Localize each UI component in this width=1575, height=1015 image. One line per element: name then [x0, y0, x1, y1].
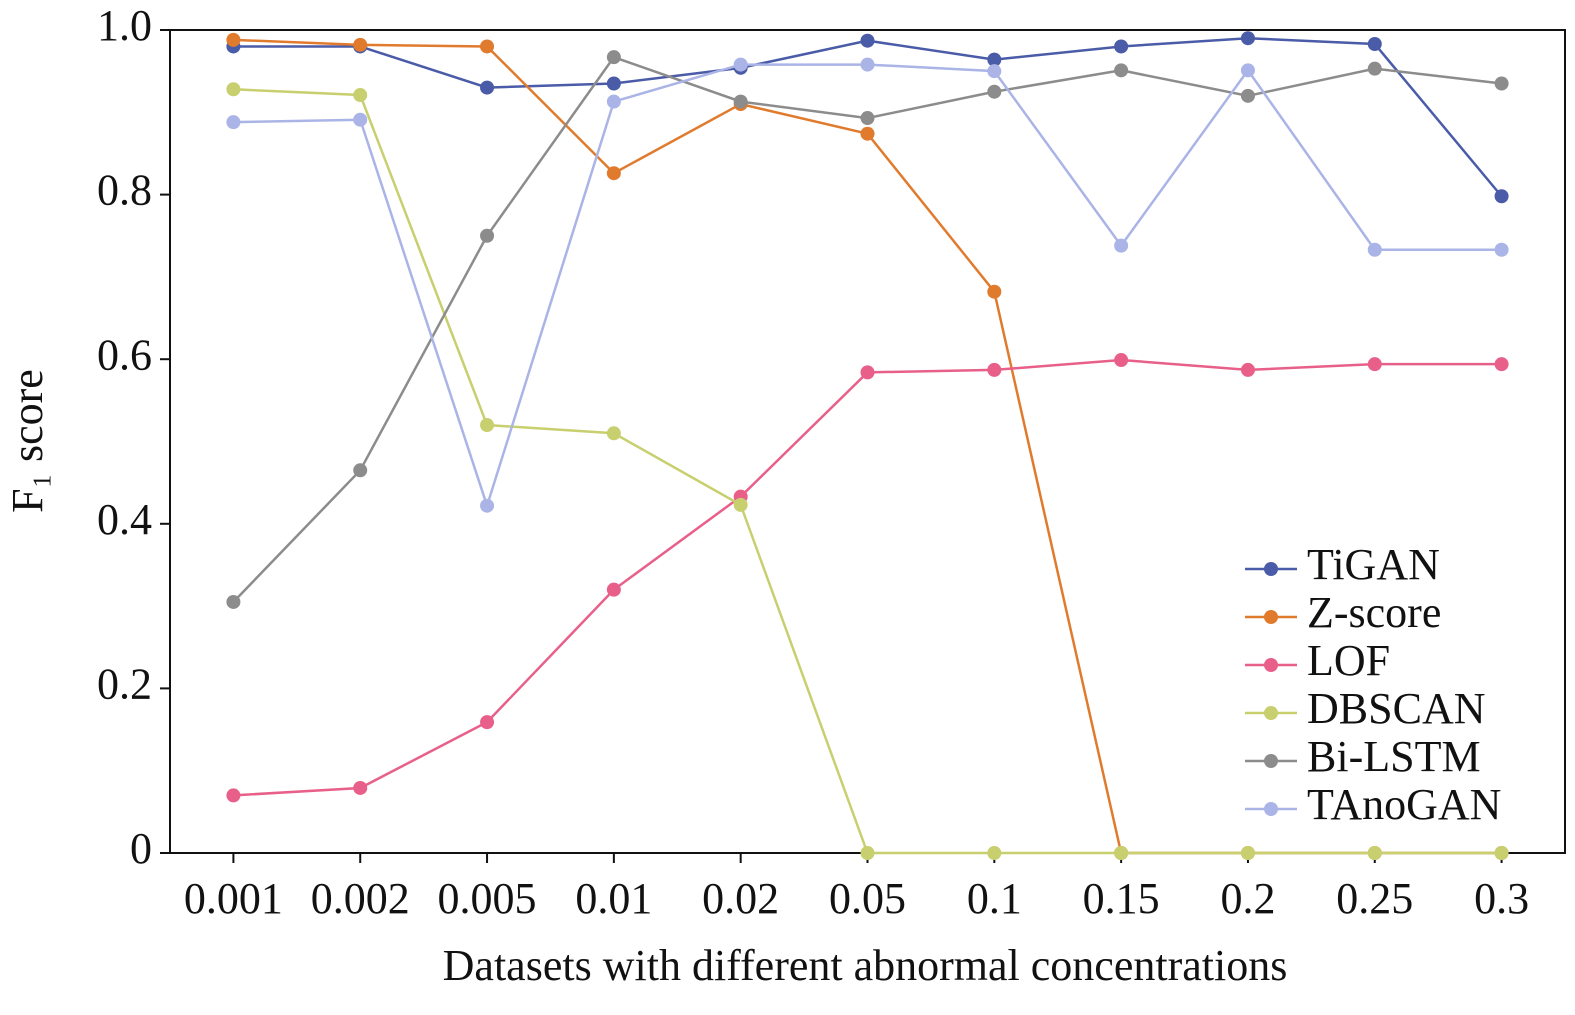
legend-label: DBSCAN	[1307, 684, 1486, 733]
x-tick-label: 0.1	[967, 874, 1022, 923]
series-marker	[1240, 362, 1255, 377]
series-marker	[1494, 846, 1509, 860]
y-tick-label: 0.8	[97, 166, 152, 215]
series-marker	[1114, 63, 1129, 78]
series-marker	[1367, 242, 1382, 257]
legend-marker	[1264, 754, 1278, 768]
y-tick-label: 0.6	[97, 330, 152, 379]
legend-marker	[1264, 706, 1278, 720]
series-marker	[353, 780, 368, 795]
series-marker	[860, 365, 875, 380]
series-marker	[226, 82, 241, 97]
legend-marker	[1264, 802, 1278, 816]
series-marker	[1240, 88, 1255, 103]
series-marker	[480, 228, 495, 243]
x-tick-label: 0.25	[1336, 874, 1413, 923]
series-marker	[1114, 846, 1129, 860]
series-marker	[480, 715, 495, 730]
series-marker	[860, 846, 875, 860]
legend-label: TAnoGAN	[1307, 780, 1501, 829]
series-marker	[1494, 189, 1509, 204]
series-marker	[480, 80, 495, 95]
x-tick-label: 0.2	[1220, 874, 1275, 923]
legend-marker	[1264, 658, 1278, 672]
series-marker	[733, 497, 748, 512]
series-marker	[606, 94, 621, 109]
series-marker	[987, 84, 1002, 99]
series-marker	[226, 115, 241, 130]
series-marker	[987, 64, 1002, 79]
series-marker	[353, 112, 368, 127]
x-tick-label: 0.001	[184, 874, 283, 923]
legend-marker	[1264, 562, 1278, 576]
series-marker	[987, 846, 1002, 860]
series-marker	[860, 57, 875, 72]
series-marker	[860, 33, 875, 48]
x-tick-label: 0.005	[438, 874, 537, 923]
y-tick-label: 0.2	[97, 659, 152, 708]
series-marker	[1494, 242, 1509, 257]
series-marker	[987, 52, 1002, 67]
series-marker	[353, 37, 368, 52]
y-tick-label: 1.0	[97, 1, 152, 50]
series-marker	[606, 166, 621, 181]
legend-label: Z-score	[1307, 588, 1441, 637]
series-marker	[1114, 238, 1129, 253]
series-marker	[226, 788, 241, 803]
series-marker	[1494, 76, 1509, 91]
series-marker	[1114, 353, 1129, 368]
series-marker	[226, 32, 241, 47]
series-marker	[860, 126, 875, 141]
series-marker	[1494, 357, 1509, 372]
x-tick-label: 0.3	[1474, 874, 1529, 923]
series-marker	[1240, 63, 1255, 78]
series-marker	[480, 39, 495, 54]
series-marker	[1367, 846, 1382, 860]
series-marker	[1367, 357, 1382, 372]
series-marker	[733, 57, 748, 72]
series-marker	[606, 426, 621, 441]
x-tick-label: 0.02	[702, 874, 779, 923]
series-marker	[1114, 39, 1129, 54]
legend-label: Bi-LSTM	[1307, 732, 1481, 781]
y-tick-label: 0	[130, 824, 152, 873]
series-marker	[987, 362, 1002, 377]
series-marker	[1367, 36, 1382, 51]
legend-marker	[1264, 610, 1278, 624]
series-marker	[1240, 31, 1255, 46]
x-tick-label: 0.15	[1083, 874, 1160, 923]
series-marker	[860, 111, 875, 126]
series-marker	[606, 50, 621, 65]
series-marker	[606, 76, 621, 91]
legend-label: TiGAN	[1307, 540, 1440, 589]
series-marker	[480, 418, 495, 433]
series-marker	[226, 594, 241, 609]
legend-label: LOF	[1307, 636, 1390, 685]
x-tick-label: 0.05	[829, 874, 906, 923]
series-marker	[733, 94, 748, 109]
series-marker	[1367, 61, 1382, 76]
y-axis-label: F₁ score	[3, 369, 52, 513]
x-tick-label: 0.002	[311, 874, 410, 923]
x-tick-label: 0.01	[575, 874, 652, 923]
y-tick-label: 0.4	[97, 495, 152, 544]
series-marker	[606, 582, 621, 597]
series-marker	[480, 498, 495, 513]
series-marker	[987, 284, 1002, 299]
series-marker	[353, 463, 368, 478]
x-axis-label: Datasets with different abnormal concent…	[443, 941, 1288, 990]
series-marker	[353, 88, 368, 103]
series-marker	[1240, 846, 1255, 860]
